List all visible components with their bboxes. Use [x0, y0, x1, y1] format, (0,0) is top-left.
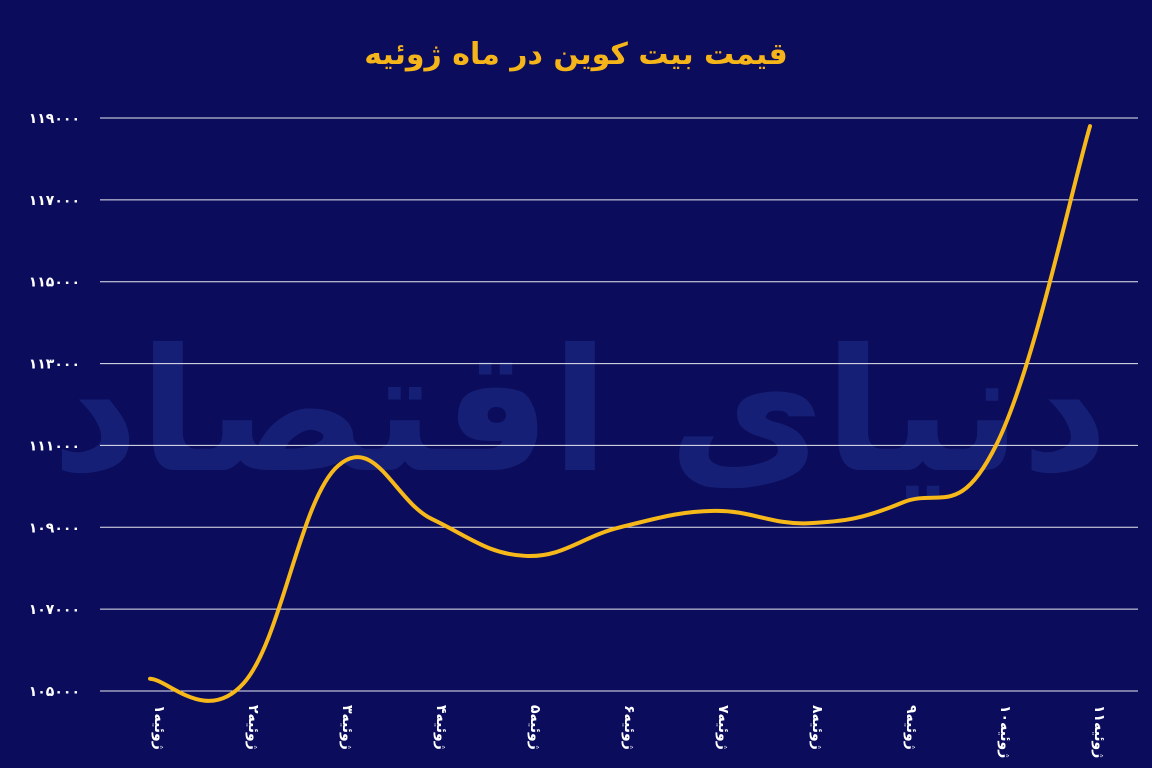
x-tick-label: ۴ژوئیه	[433, 705, 449, 750]
chart-title: قیمت بیت کوین در ماه ژوئیه	[364, 37, 788, 72]
series-line	[148, 124, 1092, 703]
y-tick-label: ۱۱۱۰۰۰	[29, 438, 80, 454]
y-tick-label: ۱۱۹۰۰۰	[29, 111, 80, 127]
x-tick-label: ۸ژوئیه	[809, 705, 825, 750]
y-axis-ticks: ۱۰۵۰۰۰ ۱۰۷۰۰۰ ۱۰۹۰۰۰ ۱۱۱۰۰۰ ۱۱۳۰۰۰ ۱۱۵۰۰۰ ۱۱۷۰…	[29, 111, 80, 700]
x-tick-label: ۱۰ژوئیه	[997, 705, 1013, 758]
x-tick-label: ۶ژوئیه	[621, 705, 637, 750]
y-tick-label: ۱۰۵۰۰۰	[29, 684, 80, 700]
series-layer	[148, 124, 1092, 703]
watermark-text: دنیای اقتصاد	[52, 313, 1109, 511]
x-tick-label: ۲ژوئیه	[245, 705, 261, 750]
y-tick-label: ۱۱۷۰۰۰	[29, 193, 80, 209]
y-tick-label: ۱۱۳۰۰۰	[29, 357, 80, 373]
x-axis-ticks: ۱ژوئیه ۲ژوئیه ۳ژوئیه ۴ژوئیه ۵ژوئیه ۶ژوئیه ۷ژوئ…	[151, 705, 1107, 758]
x-tick-label: ۷ژوئیه	[715, 705, 731, 750]
y-tick-label: ۱۱۵۰۰۰	[29, 275, 80, 291]
x-tick-label: ۳ژوئیه	[339, 705, 355, 750]
y-tick-label: ۱۰۷۰۰۰	[29, 602, 80, 618]
x-tick-label: ۱ژوئیه	[151, 705, 167, 750]
x-tick-label: ۹ژوئیه	[903, 705, 919, 750]
x-tick-label: ۵ژوئیه	[527, 705, 543, 750]
y-tick-label: ۱۰۹۰۰۰	[29, 520, 80, 536]
x-tick-label: ۱۱ژوئیه	[1091, 705, 1107, 758]
